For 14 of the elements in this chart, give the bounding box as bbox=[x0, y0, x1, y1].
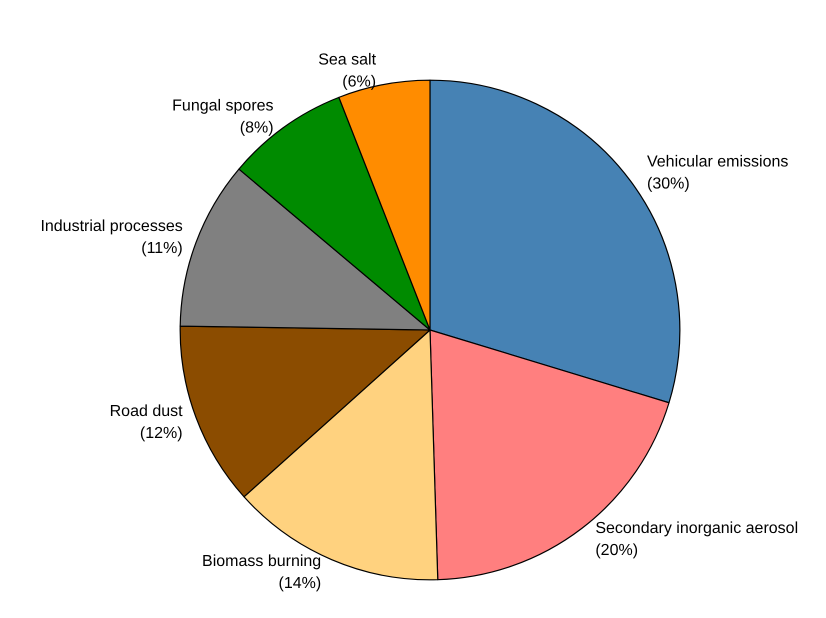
data-label: (30%) bbox=[646, 175, 690, 192]
data-label: (11%) bbox=[141, 240, 183, 258]
data-label: (6%) bbox=[342, 73, 376, 90]
data-label: (8%) bbox=[240, 119, 274, 136]
data-label: (12%) bbox=[140, 424, 183, 442]
slice-label: Fungal spores bbox=[172, 97, 274, 114]
slice-label: Secondary inorganic aerosol bbox=[595, 520, 798, 538]
data-label: (20%) bbox=[595, 542, 638, 560]
slice-label: Biomass burning bbox=[202, 553, 322, 570]
slice-label: Road dust bbox=[110, 402, 184, 420]
slice-label: Vehicular emissions bbox=[646, 153, 788, 170]
slice-label: Industrial processes bbox=[40, 218, 183, 236]
data-label: (14%) bbox=[278, 575, 322, 592]
slice-label: Sea salt bbox=[318, 51, 377, 68]
